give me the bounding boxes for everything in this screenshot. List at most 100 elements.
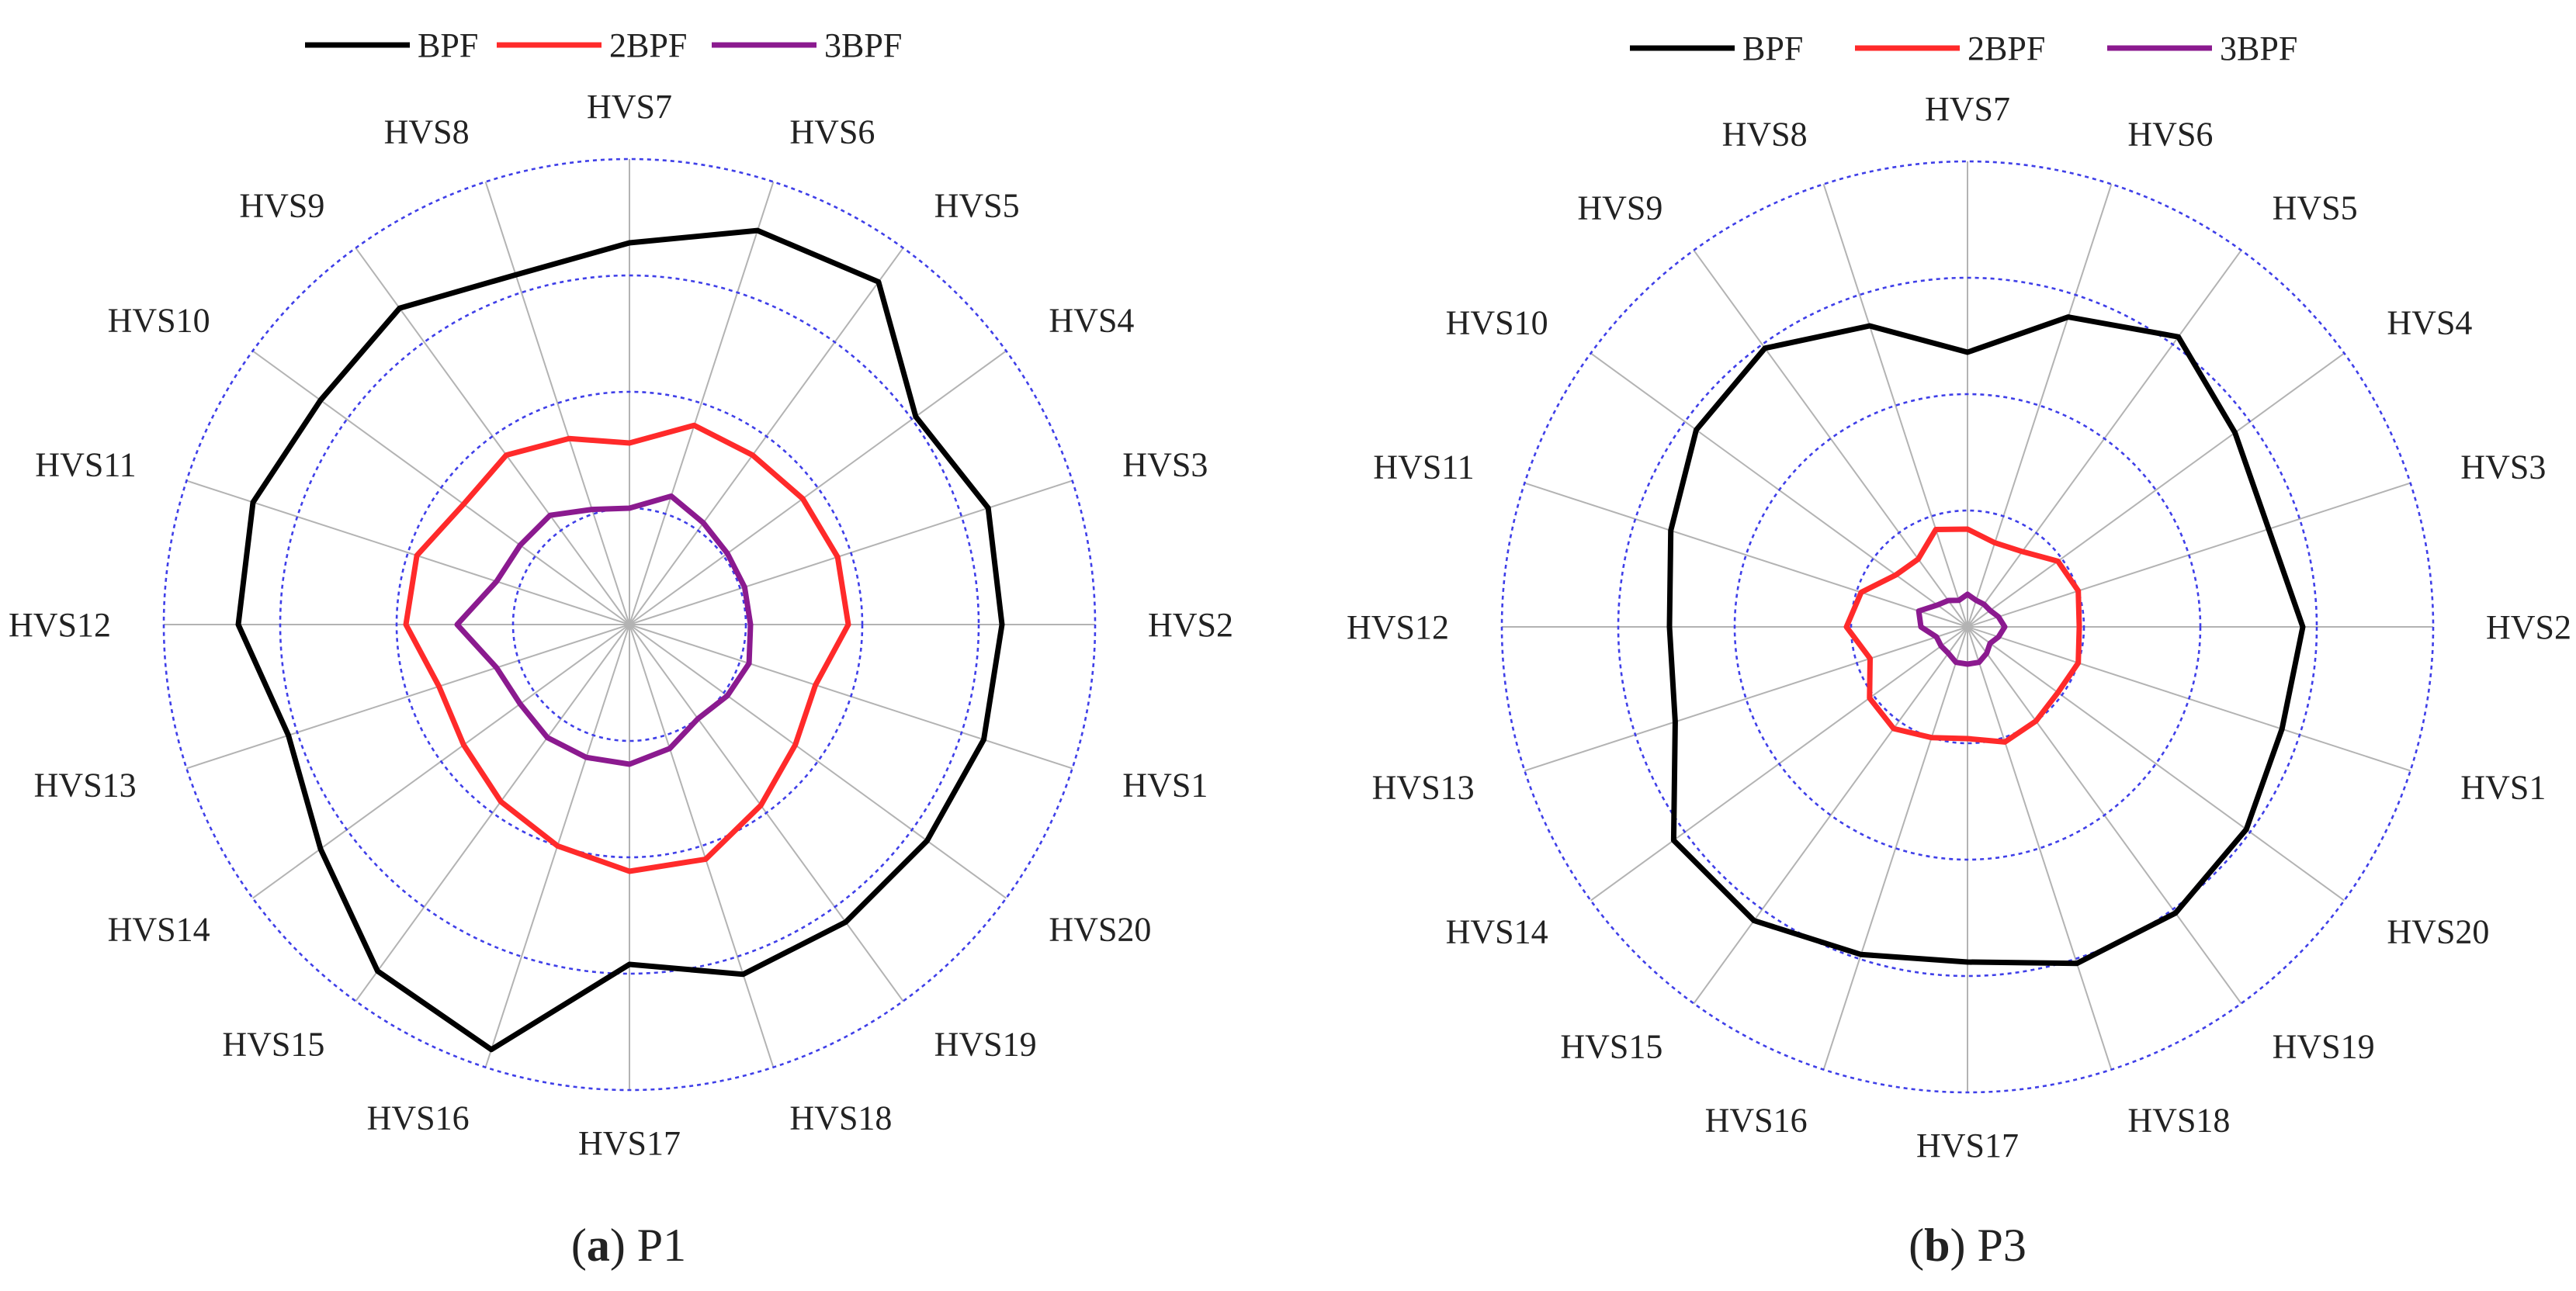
axis-label-hvs7: HVS7 bbox=[587, 88, 672, 126]
radar-ring bbox=[162, 157, 1097, 1092]
axis-label-hvs5: HVS5 bbox=[2273, 189, 2358, 227]
axis-label-hvs9: HVS9 bbox=[239, 187, 324, 225]
caption-p1: (a) P1 bbox=[571, 1220, 686, 1271]
axis-label-hvs5: HVS5 bbox=[934, 187, 1020, 225]
series-line-3bpf bbox=[1916, 591, 2008, 667]
axis-label-hvs14: HVS14 bbox=[108, 911, 210, 949]
legend-p1: BPF 2BPF 3BPF bbox=[305, 26, 902, 64]
axis-labels-p1: HVS1 HVS2 HVS3 HVS4 HVS5 HVS6 HVS7 HVS8 HVS9 HVS1… bbox=[9, 88, 1233, 1162]
radar-spoke bbox=[1967, 626, 2113, 1070]
axis-label-hvs15: HVS15 bbox=[1560, 1027, 1662, 1065]
axis-label-hvs10: HVS10 bbox=[108, 301, 210, 339]
radar-ring bbox=[1850, 509, 2085, 745]
axis-label-hvs17: HVS17 bbox=[578, 1124, 681, 1162]
axis-label-hvs18: HVS18 bbox=[2127, 1101, 2230, 1139]
caption-close-paren-p1: ) bbox=[610, 1220, 637, 1271]
caption-open-paren-p3: ( bbox=[1909, 1220, 1924, 1271]
radar-spoke bbox=[1967, 482, 2411, 628]
axis-label-hvs12: HVS12 bbox=[9, 606, 111, 644]
axis-label-hvs4: HVS4 bbox=[2387, 303, 2472, 341]
radar-grid-p1 bbox=[162, 157, 1097, 1092]
axis-label-hvs20: HVS20 bbox=[1049, 911, 1151, 949]
radar-spoke bbox=[186, 624, 630, 770]
axis-label-hvs12: HVS12 bbox=[1347, 608, 1449, 646]
axis-label-hvs4: HVS4 bbox=[1049, 301, 1134, 339]
axis-label-hvs13: HVS13 bbox=[34, 766, 137, 804]
radar-spoke bbox=[1967, 352, 2345, 628]
radar-spoke bbox=[1524, 626, 1968, 772]
caption-letter-p1: a bbox=[587, 1220, 610, 1271]
caption-open-paren-p1: ( bbox=[571, 1220, 587, 1271]
radar-spoke bbox=[629, 479, 1073, 625]
legend-label-3bpf: 3BPF bbox=[824, 26, 902, 64]
axis-label-hvs1: HVS1 bbox=[2460, 768, 2546, 806]
series-line-2bpf bbox=[403, 422, 851, 874]
legend-label-bpf: BPF bbox=[1742, 29, 1803, 67]
radar-ring bbox=[1733, 393, 2202, 861]
axis-label-hvs11: HVS11 bbox=[35, 446, 136, 484]
radar-ring bbox=[511, 507, 747, 742]
radar-series-p1 bbox=[235, 227, 1005, 1053]
radar-spoke bbox=[629, 624, 775, 1068]
axis-label-hvs6: HVS6 bbox=[789, 113, 875, 151]
radar-grid-p3 bbox=[1500, 160, 2435, 1094]
radar-series-p3 bbox=[1666, 314, 2306, 967]
radar-spoke bbox=[186, 479, 630, 625]
axis-label-hvs20: HVS20 bbox=[2387, 913, 2489, 951]
caption-name-p1: P1 bbox=[637, 1220, 686, 1271]
axis-label-hvs7: HVS7 bbox=[1925, 90, 2010, 128]
radar-ring bbox=[395, 390, 864, 859]
radar-spoke bbox=[629, 350, 1007, 625]
axis-label-hvs16: HVS16 bbox=[1705, 1101, 1808, 1139]
radar-spoke bbox=[1967, 626, 2345, 902]
legend-label-2bpf: 2BPF bbox=[609, 26, 687, 64]
axis-label-hvs14: HVS14 bbox=[1446, 913, 1548, 951]
axis-label-hvs2: HVS2 bbox=[2486, 608, 2571, 646]
legend-label-bpf: BPF bbox=[418, 26, 478, 64]
axis-label-hvs19: HVS19 bbox=[934, 1025, 1037, 1063]
series-line-2bpf bbox=[1843, 526, 2082, 745]
axis-label-hvs16: HVS16 bbox=[367, 1099, 470, 1137]
series-line-3bpf bbox=[454, 493, 754, 767]
radar-spoke bbox=[629, 624, 1007, 899]
axis-label-hvs19: HVS19 bbox=[2273, 1027, 2375, 1065]
radar-spoke bbox=[629, 182, 775, 625]
axis-label-hvs17: HVS17 bbox=[1916, 1127, 2019, 1165]
axis-label-hvs10: HVS10 bbox=[1446, 303, 1548, 341]
axis-label-hvs8: HVS8 bbox=[1722, 116, 1808, 154]
radar-ring bbox=[1617, 276, 2318, 978]
axis-label-hvs8: HVS8 bbox=[384, 113, 470, 151]
axis-labels-p3: HVS1 HVS2 HVS3 HVS4 HVS5 HVS6 HVS7 HVS8 HVS9 HVS1… bbox=[1347, 90, 2571, 1165]
axis-label-hvs3: HVS3 bbox=[1122, 446, 1208, 484]
radar-ring bbox=[279, 274, 980, 975]
caption-letter-p3: b bbox=[1924, 1220, 1950, 1271]
caption-p3: (b) P3 bbox=[1909, 1220, 2026, 1271]
radar-panel-p3: BPF 2BPF 3BPF HVS1HVS2HVS3HVS4HVS5HVS6HV… bbox=[1347, 29, 2571, 1271]
series-line-bpf bbox=[235, 227, 1005, 1053]
radar-spoke bbox=[1822, 626, 1968, 1070]
axis-label-hvs18: HVS18 bbox=[789, 1099, 892, 1137]
axis-label-hvs1: HVS1 bbox=[1122, 766, 1208, 804]
legend-label-2bpf: 2BPF bbox=[1968, 29, 2045, 67]
radar-ring bbox=[1500, 160, 2435, 1094]
radar-spoke bbox=[1822, 184, 1968, 628]
legend-label-3bpf: 3BPF bbox=[2220, 29, 2297, 67]
caption-name-p3: P3 bbox=[1977, 1220, 2026, 1271]
radar-panel-p1: BPF 2BPF 3BPF HVS1HVS2HVS3HVS4HVS5HVS6HV… bbox=[9, 26, 1233, 1271]
radar-spoke bbox=[1693, 626, 1968, 1004]
axis-label-hvs11: HVS11 bbox=[1373, 448, 1474, 486]
axis-label-hvs9: HVS9 bbox=[1577, 189, 1662, 227]
axis-label-hvs13: HVS13 bbox=[1372, 768, 1475, 806]
radar-spoke bbox=[1967, 184, 2113, 628]
axis-label-hvs15: HVS15 bbox=[222, 1025, 324, 1063]
radar-spoke bbox=[484, 182, 630, 625]
axis-label-hvs3: HVS3 bbox=[2460, 448, 2546, 486]
axis-label-hvs6: HVS6 bbox=[2127, 116, 2213, 154]
axis-label-hvs2: HVS2 bbox=[1148, 606, 1233, 644]
series-line-bpf bbox=[1666, 314, 2306, 967]
radar-spoke bbox=[355, 624, 630, 1002]
radar-spoke bbox=[1524, 482, 1968, 628]
caption-close-paren-p3: ) bbox=[1950, 1220, 1978, 1271]
